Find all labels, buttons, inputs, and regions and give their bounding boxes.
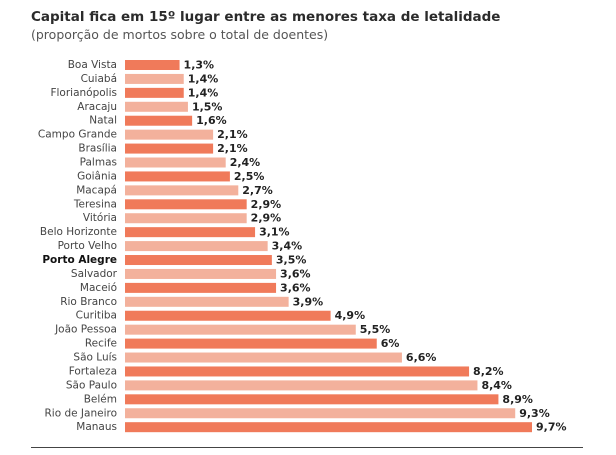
value-label: 4,9%	[335, 309, 366, 322]
value-label: 2,4%	[230, 156, 261, 169]
bar	[125, 60, 180, 70]
value-label: 2,9%	[251, 198, 282, 211]
value-label: 5,5%	[360, 323, 391, 336]
value-label: 6,6%	[406, 351, 437, 364]
bar	[125, 282, 277, 293]
value-label: 1,4%	[188, 86, 219, 99]
bar	[125, 310, 331, 321]
value-label: 2,5%	[234, 170, 265, 183]
bar	[125, 255, 272, 266]
value-label: 2,1%	[217, 142, 248, 155]
value-label: 1,5%	[192, 100, 223, 113]
category-label: Porto Alegre	[42, 254, 117, 266]
bar	[125, 101, 188, 112]
category-label: Natal	[89, 115, 117, 127]
category-label: Goiânia	[77, 170, 117, 182]
value-label: 6%	[381, 337, 400, 350]
value-label: 1,3%	[184, 59, 215, 72]
bar	[125, 366, 470, 377]
category-label: João Pessoa	[54, 324, 117, 336]
category-label: Rio de Janeiro	[44, 407, 117, 419]
category-label: Belém	[84, 393, 117, 405]
bar	[125, 157, 226, 168]
value-label: 1,4%	[188, 72, 219, 85]
value-label: 8,9%	[502, 393, 533, 406]
category-label: Teresina	[73, 198, 117, 210]
bar	[125, 268, 277, 279]
value-label: 8,4%	[481, 379, 512, 392]
category-label: Palmas	[80, 157, 117, 169]
bar	[125, 408, 516, 419]
bar	[125, 129, 214, 140]
value-label: 3,6%	[280, 267, 311, 280]
category-label: Belo Horizonte	[40, 226, 117, 238]
category-label: Brasília	[78, 143, 117, 155]
category-label: Curitiba	[76, 310, 117, 322]
bar	[125, 87, 184, 98]
value-label: 3,5%	[276, 254, 307, 267]
bar	[125, 394, 499, 405]
category-label: Florianópolis	[50, 87, 117, 99]
category-label: Aracaju	[77, 101, 117, 113]
bar	[125, 296, 289, 307]
category-label: São Luís	[73, 352, 117, 364]
category-label: Boa Vista	[68, 59, 117, 71]
bar	[125, 324, 356, 335]
value-label: 9,3%	[519, 407, 550, 420]
category-label: Maceió	[80, 282, 117, 294]
bar	[125, 338, 377, 349]
bar	[125, 115, 193, 126]
value-label: 3,1%	[259, 226, 290, 239]
bar	[125, 422, 532, 433]
bar	[125, 380, 478, 391]
bar	[125, 73, 184, 84]
bar	[125, 171, 230, 182]
value-label: 2,1%	[217, 128, 248, 141]
bottom-rule	[31, 447, 583, 448]
value-label: 1,6%	[196, 114, 227, 127]
bar	[125, 227, 256, 238]
category-label: São Paulo	[66, 379, 117, 391]
bar	[125, 213, 247, 224]
category-label: Vitória	[83, 212, 117, 224]
value-label: 9,7%	[536, 421, 567, 434]
category-label: Manaus	[76, 421, 117, 433]
bar	[125, 352, 402, 363]
category-label: Recife	[85, 338, 117, 350]
bar	[125, 199, 247, 210]
value-label: 8,2%	[473, 365, 504, 378]
category-label: Porto Velho	[58, 240, 117, 252]
value-label: 3,9%	[293, 295, 324, 308]
category-label: Macapá	[76, 184, 117, 196]
category-label: Salvador	[71, 268, 118, 280]
bar	[125, 241, 268, 252]
value-label: 2,9%	[251, 212, 282, 225]
category-label: Rio Branco	[60, 296, 117, 308]
bar	[125, 143, 214, 154]
bar	[125, 185, 239, 196]
value-label: 3,6%	[280, 281, 311, 294]
value-label: 2,7%	[242, 184, 273, 197]
chart-title: Capital fica em 15º lugar entre as menor…	[31, 9, 501, 25]
category-label: Cuiabá	[81, 73, 117, 85]
category-label: Fortaleza	[69, 365, 117, 377]
value-label: 3,4%	[272, 240, 303, 253]
chart-subtitle: (proporção de mortos sobre o total de do…	[31, 27, 329, 42]
category-label: Campo Grande	[38, 129, 117, 141]
